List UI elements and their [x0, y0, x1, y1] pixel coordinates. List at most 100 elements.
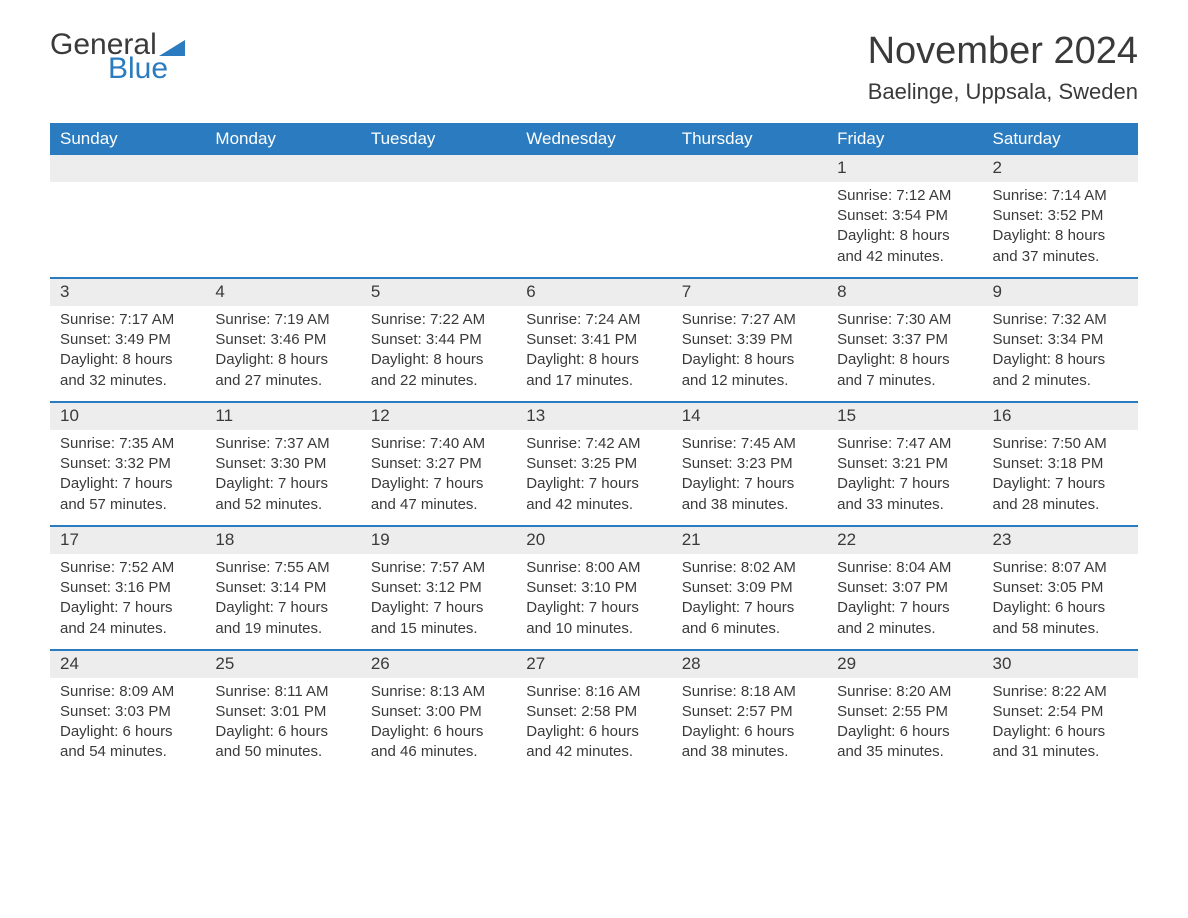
day-of-week-label: Sunday — [50, 123, 205, 155]
sunset-text: Sunset: 3:21 PM — [837, 454, 972, 474]
daylight-text: and 50 minutes. — [215, 742, 350, 762]
sunrise-text: Sunrise: 8:07 AM — [993, 558, 1128, 578]
day-number: 27 — [516, 651, 671, 678]
day-of-week-label: Tuesday — [361, 123, 516, 155]
sunset-text: Sunset: 3:23 PM — [682, 454, 817, 474]
daylight-text: Daylight: 6 hours — [526, 722, 661, 742]
sunset-text: Sunset: 3:49 PM — [60, 330, 195, 350]
day-number: 28 — [672, 651, 827, 678]
sunset-text: Sunset: 3:01 PM — [215, 702, 350, 722]
daylight-text: and 15 minutes. — [371, 619, 506, 639]
calendar-cell: 4Sunrise: 7:19 AMSunset: 3:46 PMDaylight… — [205, 279, 360, 401]
day-of-week-label: Wednesday — [516, 123, 671, 155]
calendar-cell: 29Sunrise: 8:20 AMSunset: 2:55 PMDayligh… — [827, 651, 982, 773]
day-number: 22 — [827, 527, 982, 554]
calendar-cell: 22Sunrise: 8:04 AMSunset: 3:07 PMDayligh… — [827, 527, 982, 649]
day-number: 10 — [50, 403, 205, 430]
day-of-week-label: Thursday — [672, 123, 827, 155]
sunrise-text: Sunrise: 7:19 AM — [215, 310, 350, 330]
daylight-text: and 54 minutes. — [60, 742, 195, 762]
daylight-text: and 31 minutes. — [993, 742, 1128, 762]
day-number: 12 — [361, 403, 516, 430]
day-number: 14 — [672, 403, 827, 430]
sunset-text: Sunset: 3:37 PM — [837, 330, 972, 350]
day-number — [516, 155, 671, 182]
day-number: 6 — [516, 279, 671, 306]
calendar-week: 3Sunrise: 7:17 AMSunset: 3:49 PMDaylight… — [50, 277, 1138, 401]
daylight-text: Daylight: 7 hours — [682, 474, 817, 494]
calendar-cell: 27Sunrise: 8:16 AMSunset: 2:58 PMDayligh… — [516, 651, 671, 773]
daylight-text: Daylight: 6 hours — [993, 722, 1128, 742]
sunrise-text: Sunrise: 7:55 AM — [215, 558, 350, 578]
sunset-text: Sunset: 3:41 PM — [526, 330, 661, 350]
calendar-cell: 17Sunrise: 7:52 AMSunset: 3:16 PMDayligh… — [50, 527, 205, 649]
daylight-text: Daylight: 7 hours — [371, 474, 506, 494]
day-number: 4 — [205, 279, 360, 306]
calendar-cell — [361, 155, 516, 277]
daylight-text: Daylight: 8 hours — [682, 350, 817, 370]
calendar-cell: 26Sunrise: 8:13 AMSunset: 3:00 PMDayligh… — [361, 651, 516, 773]
day-number: 1 — [827, 155, 982, 182]
daylight-text: and 52 minutes. — [215, 495, 350, 515]
sunrise-text: Sunrise: 7:35 AM — [60, 434, 195, 454]
daylight-text: Daylight: 8 hours — [526, 350, 661, 370]
sunrise-text: Sunrise: 7:27 AM — [682, 310, 817, 330]
sunset-text: Sunset: 3:27 PM — [371, 454, 506, 474]
sunrise-text: Sunrise: 8:02 AM — [682, 558, 817, 578]
daylight-text: and 2 minutes. — [993, 371, 1128, 391]
daylight-text: and 47 minutes. — [371, 495, 506, 515]
calendar-cell: 24Sunrise: 8:09 AMSunset: 3:03 PMDayligh… — [50, 651, 205, 773]
sunset-text: Sunset: 2:54 PM — [993, 702, 1128, 722]
day-number: 7 — [672, 279, 827, 306]
sunset-text: Sunset: 3:12 PM — [371, 578, 506, 598]
daylight-text: Daylight: 8 hours — [837, 226, 972, 246]
calendar-cell: 19Sunrise: 7:57 AMSunset: 3:12 PMDayligh… — [361, 527, 516, 649]
calendar-cell: 28Sunrise: 8:18 AMSunset: 2:57 PMDayligh… — [672, 651, 827, 773]
sunrise-text: Sunrise: 7:32 AM — [993, 310, 1128, 330]
day-number: 13 — [516, 403, 671, 430]
day-of-week-label: Friday — [827, 123, 982, 155]
calendar-cell: 2Sunrise: 7:14 AMSunset: 3:52 PMDaylight… — [983, 155, 1138, 277]
sunset-text: Sunset: 3:25 PM — [526, 454, 661, 474]
sunset-text: Sunset: 3:46 PM — [215, 330, 350, 350]
sunrise-text: Sunrise: 8:09 AM — [60, 682, 195, 702]
calendar-week: 17Sunrise: 7:52 AMSunset: 3:16 PMDayligh… — [50, 525, 1138, 649]
sunrise-text: Sunrise: 7:40 AM — [371, 434, 506, 454]
sunrise-text: Sunrise: 7:52 AM — [60, 558, 195, 578]
daylight-text: Daylight: 6 hours — [60, 722, 195, 742]
day-number: 17 — [50, 527, 205, 554]
calendar-cell: 8Sunrise: 7:30 AMSunset: 3:37 PMDaylight… — [827, 279, 982, 401]
sunrise-text: Sunrise: 7:22 AM — [371, 310, 506, 330]
day-number: 29 — [827, 651, 982, 678]
day-number: 19 — [361, 527, 516, 554]
calendar-cell: 9Sunrise: 7:32 AMSunset: 3:34 PMDaylight… — [983, 279, 1138, 401]
sunrise-text: Sunrise: 7:30 AM — [837, 310, 972, 330]
daylight-text: and 35 minutes. — [837, 742, 972, 762]
sunset-text: Sunset: 2:55 PM — [837, 702, 972, 722]
daylight-text: and 22 minutes. — [371, 371, 506, 391]
day-of-week-label: Monday — [205, 123, 360, 155]
sunset-text: Sunset: 3:39 PM — [682, 330, 817, 350]
daylight-text: Daylight: 6 hours — [215, 722, 350, 742]
sunset-text: Sunset: 3:44 PM — [371, 330, 506, 350]
calendar-week: 10 Sunrise: 7:35 AMSunset: 3:32 PM Dayligh… — [50, 401, 1138, 525]
calendar-week: 1Sunrise: 7:12 AMSunset: 3:54 PMDaylight… — [50, 155, 1138, 277]
sunrise-text: Sunrise: 8:04 AM — [837, 558, 972, 578]
sunset-text: Sunset: 3:18 PM — [993, 454, 1128, 474]
sunrise-text: Sunrise: 7:57 AM — [371, 558, 506, 578]
sunset-text: Sunset: 2:58 PM — [526, 702, 661, 722]
day-number: 16 — [983, 403, 1138, 430]
calendar-cell — [672, 155, 827, 277]
page-title: November 2024 — [868, 30, 1138, 73]
daylight-text: and 28 minutes. — [993, 495, 1128, 515]
sunset-text: Sunset: 3:00 PM — [371, 702, 506, 722]
sunrise-text: Sunrise: 8:20 AM — [837, 682, 972, 702]
calendar-cell: 1Sunrise: 7:12 AMSunset: 3:54 PMDaylight… — [827, 155, 982, 277]
daylight-text: and 12 minutes. — [682, 371, 817, 391]
sunrise-text: Sunrise: 7:50 AM — [993, 434, 1128, 454]
daylight-text: Daylight: 8 hours — [993, 226, 1128, 246]
sunrise-text: Sunrise: 8:18 AM — [682, 682, 817, 702]
sunset-text: Sunset: 3:32 PM — [60, 454, 195, 474]
day-number: 18 — [205, 527, 360, 554]
day-number: 9 — [983, 279, 1138, 306]
